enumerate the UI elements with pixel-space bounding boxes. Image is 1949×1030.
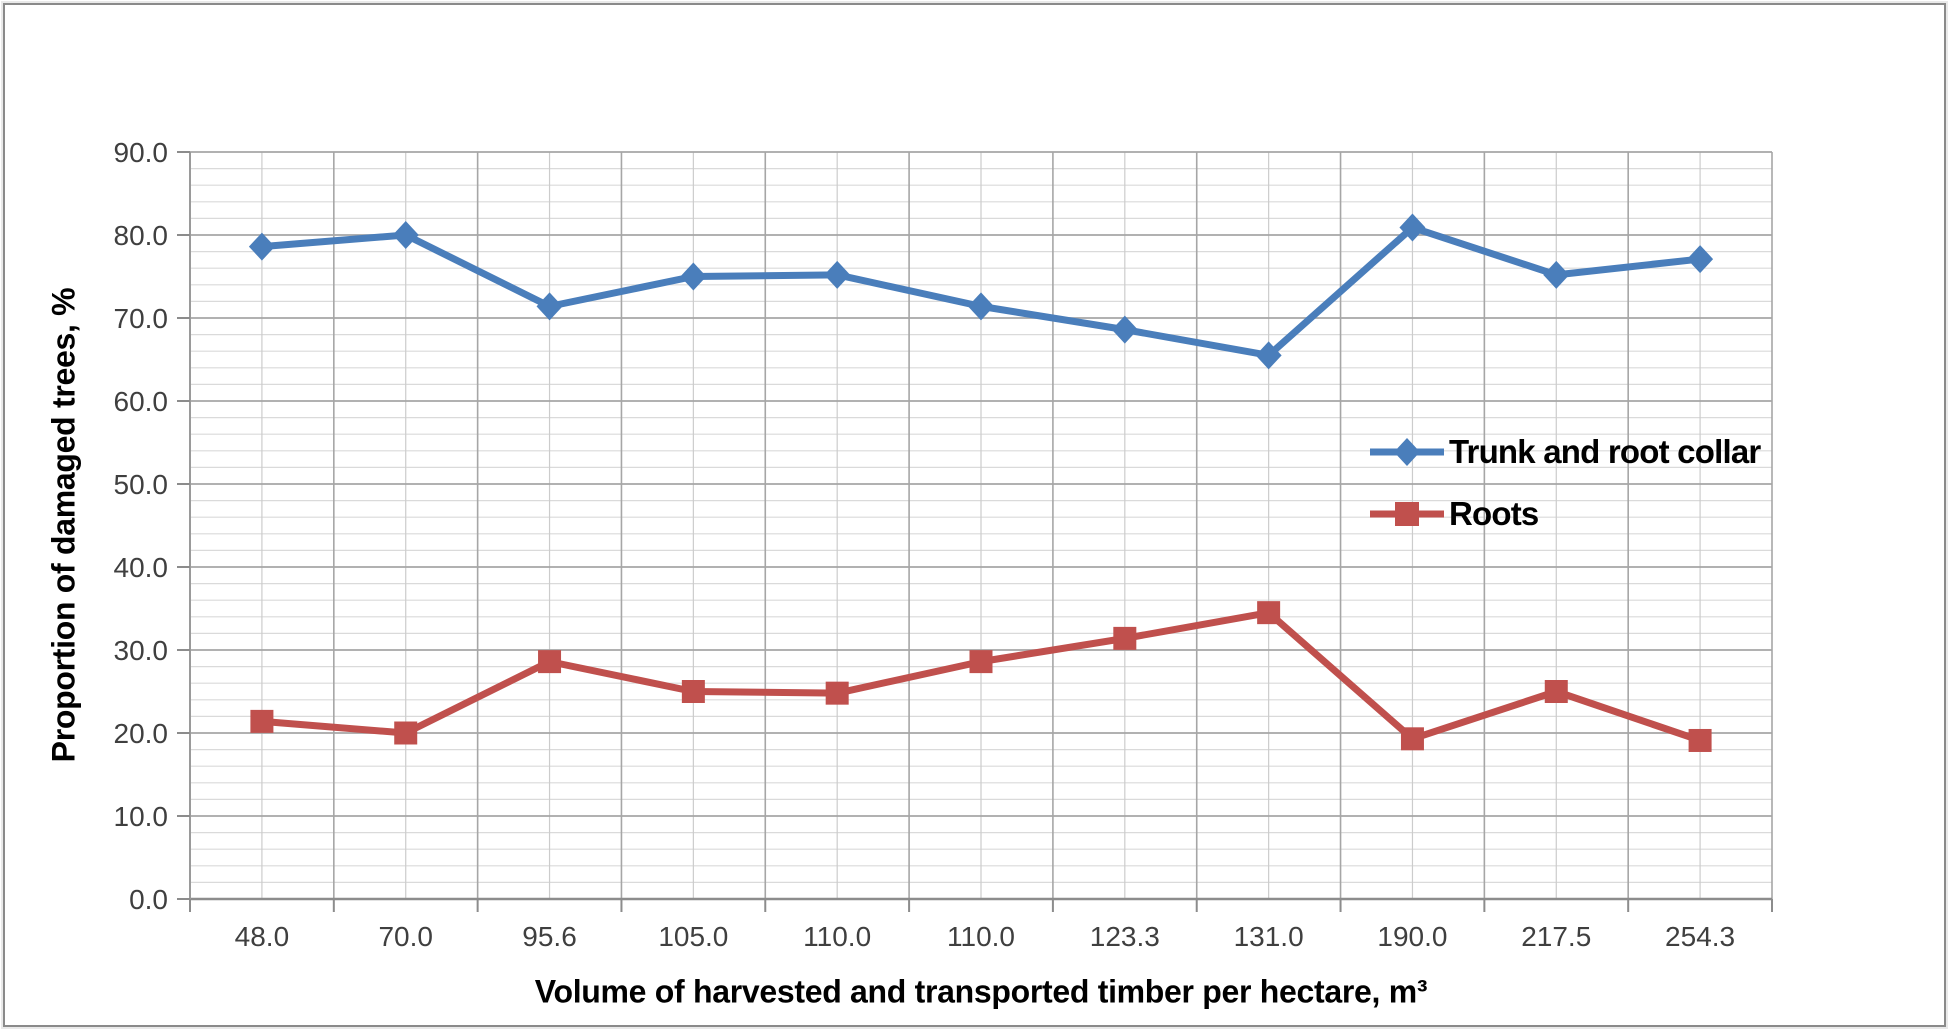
svg-text:110.0: 110.0 — [803, 921, 871, 952]
series-roots — [250, 601, 1712, 752]
svg-text:95.6: 95.6 — [522, 921, 577, 952]
legend-marker-diamond-icon — [1370, 438, 1444, 466]
y-axis-ticks-and-labels: 0.0 10.0 20.0 30.0 40.0 50.0 60.0 70.0 80.0 90.0 — [114, 137, 190, 915]
axes — [189, 152, 1772, 901]
svg-text:80.0: 80.0 — [114, 220, 169, 251]
x-axis-ticks-and-labels: 48.0 70.0 95.6 105.0 110.0 110.0 123.3 131.0 190… — [189, 899, 1773, 952]
chart-frame — [3, 3, 1946, 1027]
svg-text:20.0: 20.0 — [114, 718, 169, 749]
svg-text:190.0: 190.0 — [1377, 921, 1447, 952]
legend: Trunk and root collar Roots — [1368, 432, 1761, 534]
legend-marker-square-icon — [1370, 502, 1444, 526]
svg-text:10.0: 10.0 — [114, 801, 169, 832]
series-trunk-and-root-collar — [248, 213, 1714, 370]
svg-text:48.0: 48.0 — [235, 921, 290, 952]
svg-text:50.0: 50.0 — [114, 469, 169, 500]
svg-text:110.0: 110.0 — [947, 921, 1015, 952]
svg-text:254.3: 254.3 — [1665, 921, 1735, 952]
legend-label-trunk-and-root-collar: Trunk and root collar — [1449, 433, 1761, 470]
x-axis-title: Volume of harvested and transported timb… — [534, 973, 1428, 1010]
svg-text:30.0: 30.0 — [114, 635, 169, 666]
y-axis-title: Proportion of damaged trees, % — [45, 287, 82, 763]
svg-text:40.0: 40.0 — [114, 552, 169, 583]
svg-text:217.5: 217.5 — [1521, 921, 1591, 952]
legend-item-roots: Roots — [1368, 494, 1760, 534]
legend-label-roots: Roots — [1449, 495, 1539, 532]
gridlines-horizontal-major — [190, 151, 1772, 817]
svg-text:70.0: 70.0 — [378, 921, 433, 952]
svg-text:131.0: 131.0 — [1234, 921, 1304, 952]
svg-text:60.0: 60.0 — [114, 386, 169, 417]
svg-text:90.0: 90.0 — [114, 137, 169, 168]
svg-text:123.3: 123.3 — [1090, 921, 1160, 952]
svg-text:105.0: 105.0 — [658, 921, 728, 952]
svg-text:70.0: 70.0 — [114, 303, 169, 334]
legend-item-trunk-and-root-collar: Trunk and root collar — [1368, 432, 1761, 472]
svg-text:0.0: 0.0 — [129, 884, 168, 915]
